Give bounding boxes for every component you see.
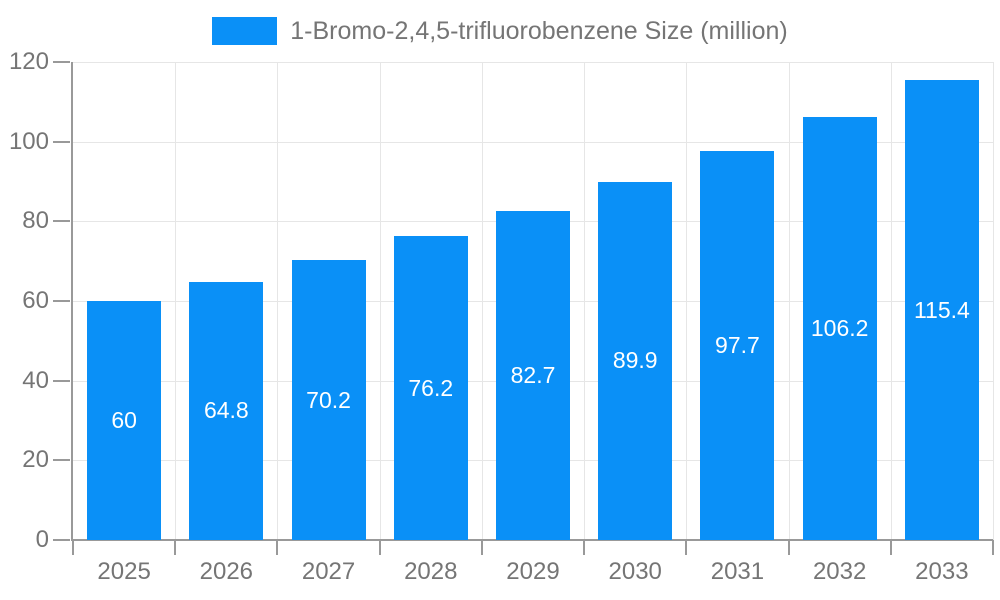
y-axis-tick bbox=[53, 220, 70, 223]
y-axis-tick bbox=[53, 300, 70, 302]
bar[interactable]: 82.7 bbox=[496, 210, 570, 540]
x-axis-tick-label: 2030 bbox=[608, 558, 662, 585]
bar[interactable]: 115.4 bbox=[904, 80, 979, 540]
bar-value-label: 70.2 bbox=[306, 386, 351, 413]
y-gridline bbox=[73, 62, 993, 63]
legend-swatch-icon bbox=[212, 17, 278, 45]
bar[interactable]: 70.2 bbox=[291, 260, 366, 540]
bar[interactable]: 106.2 bbox=[802, 116, 877, 540]
bar-value-label: 97.7 bbox=[715, 331, 760, 358]
y-axis-tick-label: 0 bbox=[35, 526, 49, 553]
bar-value-label: 76.2 bbox=[408, 374, 454, 401]
x-axis-tick bbox=[889, 540, 892, 555]
x-gridline bbox=[175, 62, 177, 540]
bar-value-label: 64.8 bbox=[203, 397, 249, 424]
x-gridline bbox=[481, 62, 483, 540]
x-axis-tick bbox=[787, 540, 790, 555]
x-axis-tick-label: 2033 bbox=[915, 558, 969, 585]
bar-value-label: 89.9 bbox=[612, 347, 658, 374]
legend-item[interactable]: 1-Bromo-2,4,5-trifluorobenzene Size (mil… bbox=[0, 15, 1000, 47]
x-axis-tick bbox=[276, 540, 279, 555]
x-axis-tick bbox=[480, 540, 483, 555]
x-axis-tick bbox=[583, 540, 586, 555]
bar-value-label: 115.4 bbox=[913, 296, 970, 323]
x-axis-tick bbox=[992, 540, 994, 555]
x-axis-tick bbox=[685, 540, 688, 555]
bar[interactable]: 64.8 bbox=[189, 281, 264, 540]
y-axis-line bbox=[71, 62, 73, 540]
y-axis-tick-label: 80 bbox=[22, 207, 49, 235]
x-gridline bbox=[993, 62, 994, 540]
x-gridline bbox=[379, 62, 381, 540]
y-axis-tick-label: 60 bbox=[22, 287, 49, 314]
bar-value-label: 82.7 bbox=[510, 361, 556, 388]
x-axis-tick bbox=[72, 540, 74, 555]
y-axis-tick bbox=[53, 61, 70, 63]
legend-label: 1-Bromo-2,4,5-trifluorobenzene Size (mil… bbox=[290, 17, 788, 45]
bar[interactable]: 76.2 bbox=[393, 236, 468, 540]
y-axis-tick bbox=[53, 539, 70, 541]
bar-value-label: 106.2 bbox=[810, 314, 869, 341]
x-axis-tick-label: 2032 bbox=[812, 558, 867, 585]
x-gridline bbox=[584, 62, 586, 540]
x-axis-tick-label: 2027 bbox=[301, 558, 356, 585]
y-axis-tick-label: 40 bbox=[22, 366, 49, 394]
x-gridline bbox=[277, 62, 279, 540]
bar[interactable]: 89.9 bbox=[598, 181, 673, 540]
x-axis-tick bbox=[174, 540, 177, 555]
y-gridline bbox=[73, 141, 993, 143]
y-axis-tick-label: 120 bbox=[8, 48, 49, 75]
bar[interactable]: 97.7 bbox=[700, 150, 775, 540]
x-gridline bbox=[686, 62, 688, 540]
y-axis-tick bbox=[53, 140, 70, 143]
y-axis-tick bbox=[53, 459, 70, 462]
x-axis-tick bbox=[378, 540, 381, 555]
x-gridline bbox=[890, 62, 892, 540]
x-axis-line bbox=[71, 539, 993, 541]
x-gridline bbox=[788, 62, 790, 540]
x-axis-tick-label: 2028 bbox=[404, 558, 458, 585]
y-axis-tick bbox=[53, 379, 70, 382]
x-axis-tick-label: 2031 bbox=[710, 558, 765, 585]
x-axis-tick-label: 2025 bbox=[97, 558, 151, 585]
bar[interactable]: 60 bbox=[87, 301, 162, 540]
x-axis-tick-label: 2029 bbox=[506, 558, 560, 585]
y-axis-tick-label: 100 bbox=[8, 127, 49, 155]
x-axis-tick-label: 2026 bbox=[199, 558, 254, 585]
bar-value-label: 60 bbox=[111, 407, 137, 433]
y-axis-tick-label: 20 bbox=[22, 446, 49, 474]
